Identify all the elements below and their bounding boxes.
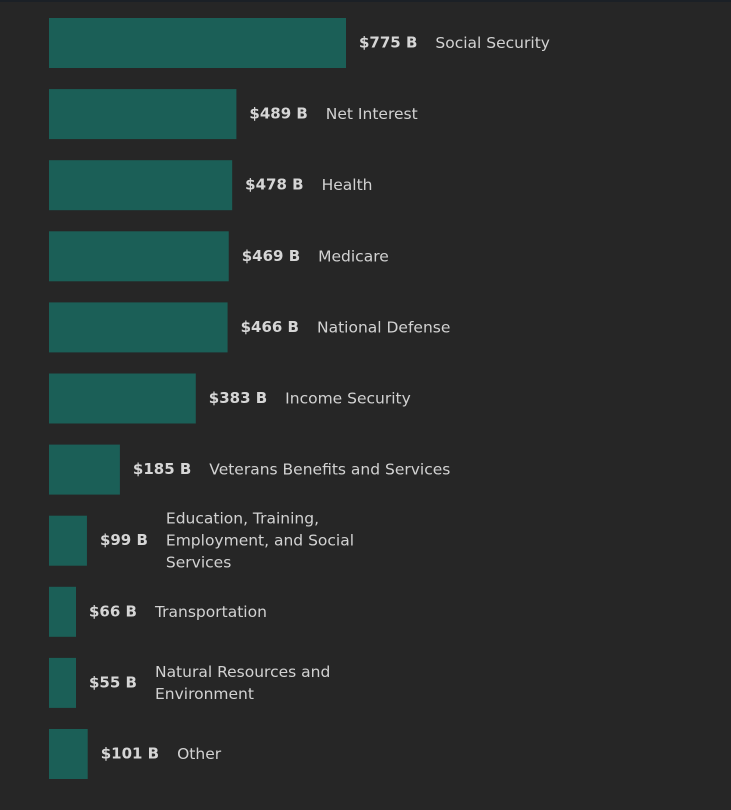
value-label-0: $775 B (359, 34, 417, 52)
bar-9 (49, 657, 76, 708)
category-label-line: Environment (155, 684, 254, 702)
bar-0 (49, 18, 346, 68)
category-label-2: Health (322, 176, 373, 194)
category-label-0: Social Security (435, 34, 550, 52)
value-label-9: $55 B (89, 673, 137, 691)
category-label-10: Other (177, 745, 222, 763)
bar-2 (49, 160, 233, 211)
category-label-5: Income Security (285, 389, 411, 407)
category-label-7: Education, Training, Employment, and Soci… (166, 509, 354, 571)
value-label-2: $478 B (245, 176, 303, 194)
bar-7 (49, 515, 87, 566)
category-label-line: Income Security (285, 389, 411, 407)
value-label-8: $66 B (89, 602, 137, 620)
value-label-6: $185 B (133, 460, 191, 478)
bar-10 (49, 729, 88, 779)
category-label-line: Education, Training, (166, 509, 319, 527)
value-label-1: $489 B (249, 105, 307, 123)
category-label-4: National Defense (317, 318, 450, 336)
category-label-line: Employment, and Social (166, 531, 354, 549)
category-label-line: Natural Resources and (155, 662, 330, 680)
bar-5 (49, 373, 196, 424)
value-label-3: $469 B (242, 247, 300, 265)
bar-4 (49, 302, 228, 353)
value-label-4: $466 B (241, 318, 299, 336)
value-label-10: $101 B (101, 745, 159, 763)
category-label-line: Services (166, 553, 231, 571)
category-label-line: Veterans Benefits and Services (209, 460, 450, 478)
top-border (0, 0, 731, 2)
category-label-line: National Defense (317, 318, 450, 336)
category-label-line: Social Security (435, 34, 550, 52)
bar-3 (49, 231, 229, 282)
bar-8 (49, 586, 76, 637)
category-label-line: Medicare (318, 247, 389, 265)
category-label-8: Transportation (154, 602, 267, 620)
category-label-9: Natural Resources and Environment (155, 662, 330, 702)
value-label-7: $99 B (100, 531, 148, 549)
category-label-line: Net Interest (326, 105, 418, 123)
category-label-line: Other (177, 745, 222, 763)
category-label-line: Health (322, 176, 373, 194)
bar-1 (49, 89, 237, 140)
category-label-1: Net Interest (326, 105, 418, 123)
category-label-line: Transportation (154, 602, 267, 620)
value-label-5: $383 B (209, 389, 267, 407)
bar-6 (49, 444, 120, 495)
category-label-3: Medicare (318, 247, 389, 265)
category-label-6: Veterans Benefits and Services (209, 460, 450, 478)
